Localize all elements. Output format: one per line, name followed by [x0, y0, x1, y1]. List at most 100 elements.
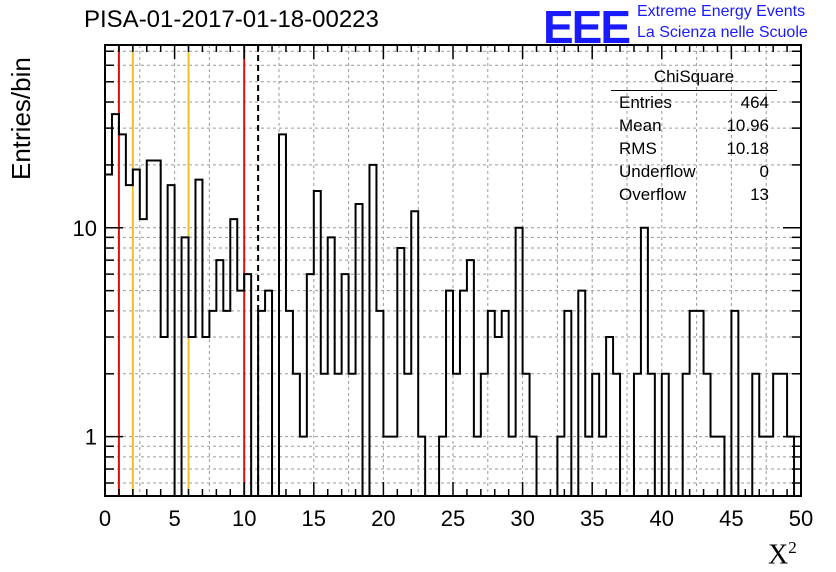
histogram-bin	[467, 260, 474, 496]
stats-value: 13	[750, 185, 769, 204]
histogram-bin	[697, 311, 704, 496]
histogram-bin	[495, 337, 502, 496]
histogram-bin	[161, 337, 168, 496]
histogram-bin	[369, 165, 376, 496]
histogram-bin	[564, 311, 571, 496]
histogram-bin	[766, 437, 773, 496]
histogram-bin	[446, 291, 453, 496]
x-tick-label: 50	[789, 506, 813, 531]
logo-caption-line1: Extreme Energy Events	[637, 3, 806, 20]
histogram-bin	[279, 134, 286, 496]
histogram-bin	[683, 374, 690, 496]
histogram-bin	[195, 180, 202, 496]
stats-row-entries: Entries 464	[611, 91, 777, 114]
histogram-bin	[314, 191, 321, 496]
stats-box: ChiSquare Entries 464 Mean 10.96 RMS 10.18 …	[611, 66, 777, 206]
histogram-bin	[265, 291, 272, 496]
logo-caption-line2: La Scienza nelle Scuole	[637, 24, 808, 41]
histogram-bin	[509, 437, 516, 496]
histogram-bin	[202, 337, 209, 496]
stats-value: 10.18	[726, 139, 769, 158]
histogram-bin	[411, 211, 418, 496]
stats-row-underflow: Underflow 0	[611, 160, 777, 183]
histogram-bin	[474, 437, 481, 496]
histogram-bin	[223, 311, 230, 496]
x-tick-label: 0	[99, 506, 111, 531]
histogram-bin	[119, 134, 126, 496]
histogram-bin	[516, 228, 523, 496]
histogram-bin	[342, 274, 349, 496]
histogram-bin	[168, 185, 175, 496]
histogram-bin	[182, 237, 189, 496]
histogram-bin	[711, 437, 718, 496]
x-tick-label: 40	[650, 506, 674, 531]
stats-label: Underflow	[619, 162, 696, 181]
histogram-bin	[606, 337, 613, 496]
histogram-bin	[530, 437, 537, 496]
histogram-bin	[293, 374, 300, 496]
histogram-bin	[488, 311, 495, 496]
x-axis-label-text: X	[768, 539, 789, 571]
histogram-bin	[780, 374, 787, 496]
plot-title: PISA-01-2017-01-18-00223	[84, 6, 379, 33]
histogram-bin	[216, 260, 223, 496]
histogram-bin	[634, 374, 641, 496]
histogram-bin	[397, 248, 404, 496]
stats-label: Entries	[619, 93, 672, 112]
histogram-bin	[453, 374, 460, 496]
x-axis-label: X2	[768, 538, 797, 571]
histogram-bin	[481, 374, 488, 496]
eee-logo: EEE	[543, 1, 631, 53]
histogram-bin	[383, 437, 390, 496]
x-axis-label-superscript: 2	[788, 538, 797, 557]
histogram-bin	[356, 204, 363, 496]
histogram-bin	[105, 174, 112, 496]
histogram-bin	[641, 228, 648, 496]
histogram-bin	[286, 311, 293, 496]
histogram-bin	[460, 291, 467, 496]
stats-label: RMS	[619, 139, 657, 158]
histogram-bin	[752, 374, 759, 496]
histogram-bin	[578, 291, 585, 496]
histogram-bin	[237, 291, 244, 496]
histogram-bin	[349, 374, 356, 496]
stats-row-mean: Mean 10.96	[611, 114, 777, 137]
stats-title: ChiSquare	[611, 66, 777, 91]
x-tick-label: 45	[719, 506, 743, 531]
histogram-bin	[704, 374, 711, 496]
histogram-bin	[321, 374, 328, 496]
histogram-outline	[105, 113, 801, 497]
stats-value: 464	[740, 93, 769, 112]
histogram-bin	[328, 237, 335, 496]
histogram-bin	[662, 374, 669, 496]
x-tick-label: 5	[168, 506, 180, 531]
stats-value: 10.96	[726, 116, 769, 135]
histogram-bin	[502, 311, 509, 496]
histogram-bin	[258, 311, 265, 496]
histogram-bin	[557, 437, 564, 496]
x-tick-label: 35	[580, 506, 604, 531]
y-tick-label: 1	[85, 425, 97, 450]
histogram-bin	[133, 170, 140, 496]
histogram-bin	[404, 374, 411, 496]
histogram-bin	[592, 374, 599, 496]
stats-label: Mean	[619, 116, 662, 135]
x-tick-label: 10	[232, 506, 256, 531]
histogram-bin	[390, 437, 397, 496]
x-tick-label: 25	[441, 506, 465, 531]
stats-label: Overflow	[619, 185, 687, 204]
x-tick-label: 20	[371, 506, 395, 531]
histogram-bin	[209, 311, 216, 496]
histogram-bin	[230, 219, 237, 496]
histogram-bin	[690, 311, 697, 496]
stats-row-overflow: Overflow 13	[611, 183, 777, 206]
histogram-bin	[335, 374, 342, 496]
histogram-bin	[154, 160, 161, 496]
histogram-bin	[300, 437, 307, 496]
histogram-bin	[140, 219, 147, 496]
y-tick-label: 10	[73, 216, 97, 241]
histogram-bin	[376, 311, 383, 496]
histogram-bin	[773, 374, 780, 496]
histogram-bin	[418, 437, 425, 496]
